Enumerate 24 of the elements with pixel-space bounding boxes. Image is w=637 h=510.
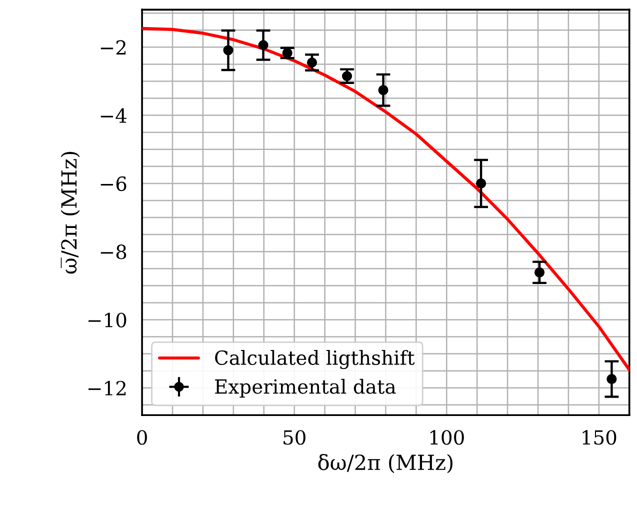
- point: [306, 57, 318, 68]
- x-tick-label: 100: [430, 430, 464, 445]
- point: [258, 40, 268, 50]
- x-axis-title: δω/2π (MHz): [318, 454, 452, 474]
- point: [476, 178, 486, 188]
- point: [606, 374, 617, 384]
- x-tick-label: 50: [284, 430, 306, 445]
- x-tick-label: 0: [137, 430, 147, 445]
- point: [282, 48, 292, 58]
- y-tick-label: −6: [100, 176, 126, 192]
- legend-label: Calculated ligthshift: [215, 350, 415, 370]
- line-series: [142, 26, 630, 372]
- legend-label: Experimental data: [215, 378, 396, 398]
- y-tick-label: −12: [88, 380, 126, 396]
- y-tick-label: −2: [100, 40, 126, 55]
- y-tick-label: −4: [100, 108, 126, 123]
- point: [223, 45, 234, 56]
- y-tick-label: −8: [100, 244, 126, 260]
- y-tick-label: −10: [88, 312, 126, 328]
- y-axis-title: ω̅/2π (MHz): [60, 152, 80, 274]
- point: [342, 71, 352, 82]
- point: [534, 267, 545, 278]
- x-tick-label: 150: [582, 430, 616, 445]
- point: [378, 85, 388, 96]
